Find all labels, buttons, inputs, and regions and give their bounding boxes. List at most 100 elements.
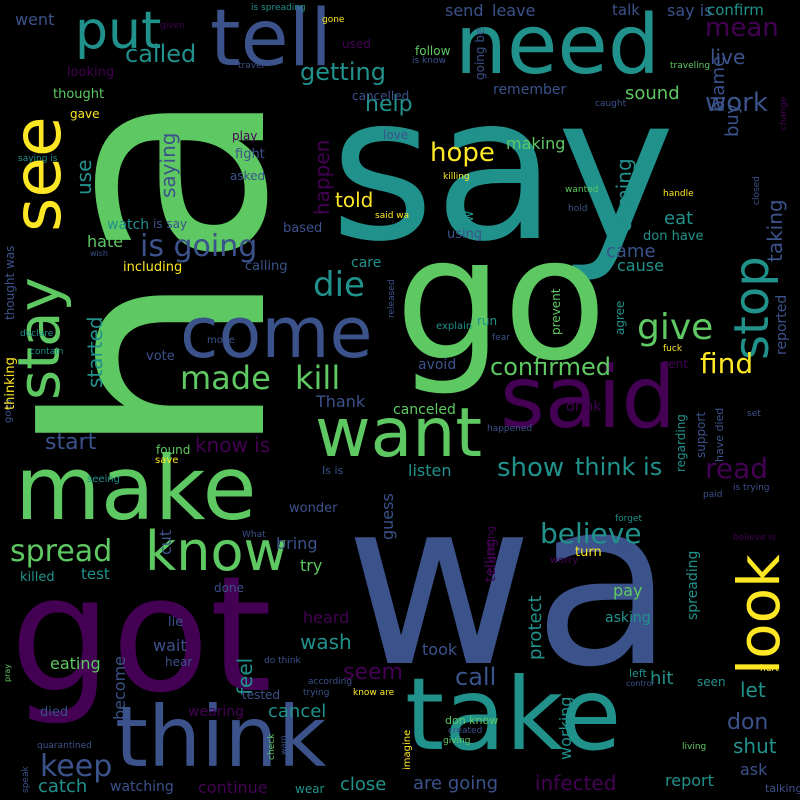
cloud-word: asking <box>605 610 651 626</box>
cloud-word: give <box>637 307 714 348</box>
cloud-word: living <box>682 742 707 752</box>
cloud-word: don know <box>445 714 499 727</box>
cloud-word: leave <box>492 1 536 20</box>
cloud-word: guess <box>378 493 397 540</box>
cloud-word: eating <box>50 654 101 673</box>
cloud-word: want <box>315 394 483 473</box>
cloud-word: set <box>747 409 761 419</box>
cloud-word: took <box>422 640 458 659</box>
cloud-word: catch <box>38 776 88 797</box>
cloud-word: spread <box>10 534 113 569</box>
cloud-word: move <box>207 335 235 346</box>
cloud-word: looking <box>67 65 115 80</box>
cloud-word: given <box>160 21 185 31</box>
cloud-word: wish <box>90 249 109 258</box>
cloud-word: continue <box>198 778 268 797</box>
cloud-word: calling <box>245 259 288 274</box>
cloud-word: ask <box>740 760 768 779</box>
cloud-word: getting <box>300 58 386 86</box>
cloud-word: watching <box>110 779 174 795</box>
cloud-word: read <box>705 452 769 485</box>
cloud-word: used <box>342 37 371 51</box>
cloud-word: check <box>267 733 277 760</box>
cloud-word: is know <box>412 56 446 66</box>
cloud-word: gone <box>322 15 345 25</box>
cloud-word: sound <box>625 83 680 104</box>
cloud-word: fuck <box>663 344 683 354</box>
cloud-word: try <box>300 556 323 575</box>
cloud-word: say <box>330 53 676 286</box>
cloud-word: use <box>72 159 96 195</box>
cloud-word: don have <box>643 229 704 244</box>
cloud-word: do think <box>264 656 301 666</box>
cloud-word: contain <box>30 347 64 357</box>
cloud-word: asked <box>230 169 266 183</box>
cloud-word: watch <box>107 217 150 233</box>
cloud-word: are going <box>413 773 499 794</box>
cloud-word: don <box>727 710 769 735</box>
cloud-word: paid <box>703 490 723 500</box>
cloud-word: spreading <box>685 550 701 620</box>
cloud-word: hate <box>87 232 124 251</box>
cloud-word: start <box>45 430 97 455</box>
cloud-word: wa <box>345 451 675 718</box>
cloud-word: need <box>455 0 660 93</box>
cloud-word: caught <box>595 99 627 109</box>
cloud-word: stop <box>724 256 780 360</box>
cloud-word: wonder <box>289 501 338 516</box>
cloud-word: based <box>283 221 323 236</box>
cloud-word: wanted <box>565 185 599 195</box>
cloud-word: went <box>15 10 55 29</box>
cloud-word: change <box>779 96 789 130</box>
cloud-word: pray <box>3 663 12 682</box>
cloud-word: sent <box>662 357 688 371</box>
cloud-word: imagine <box>402 729 413 770</box>
cloud-word: test <box>81 565 110 583</box>
cloud-word: speak <box>21 766 31 793</box>
cloud-word: come <box>180 292 373 374</box>
cloud-word: know are <box>353 688 395 698</box>
cloud-word: end <box>240 114 263 128</box>
cloud-word: live <box>710 45 746 69</box>
cloud-word: reported <box>774 294 790 355</box>
cloud-word: protect <box>525 595 546 660</box>
cloud-word: came <box>606 241 656 262</box>
cloud-word: make <box>15 437 257 540</box>
cloud-word: released <box>387 279 397 318</box>
cloud-word: wear <box>295 782 325 796</box>
cloud-word: heard <box>303 608 350 627</box>
cloud-word: hurt <box>760 664 779 674</box>
cloud-word: closed <box>752 176 762 205</box>
cloud-word: got <box>10 541 273 728</box>
cloud-word: talk <box>612 1 640 19</box>
cloud-word: go <box>395 201 607 399</box>
cloud-word: seen <box>697 675 726 689</box>
cloud-word: What <box>242 530 266 540</box>
cloud-word: including <box>123 260 183 275</box>
cloud-word: lost <box>615 543 632 553</box>
cloud-word: show <box>497 453 565 483</box>
cloud-word: hold <box>568 204 588 214</box>
cloud-word: think <box>115 688 327 786</box>
cloud-word: thinking <box>3 357 18 410</box>
cloud-word: is spreading <box>251 3 306 13</box>
cloud-word: say is <box>667 1 713 20</box>
cloud-word: fight <box>235 147 265 162</box>
cloud-word: giving <box>443 736 471 746</box>
cloud-word: made <box>180 359 271 397</box>
cloud-word: said <box>500 348 676 448</box>
cloud-word: is going <box>140 229 258 264</box>
cloud-word: hit <box>650 668 674 689</box>
cloud-word: prevent <box>549 288 563 335</box>
cloud-word: die <box>313 265 365 305</box>
cloud-word: going be <box>473 27 487 80</box>
cloud-word: mean <box>705 13 779 43</box>
cloud-word: call <box>455 663 497 691</box>
cloud-word: lie <box>168 615 184 630</box>
cloud-word: Thank <box>316 392 366 411</box>
cloud-word: declare <box>20 329 54 339</box>
cloud-word: care <box>351 255 382 271</box>
cloud-word: saying is <box>18 154 58 164</box>
cloud-word: remember <box>493 82 567 98</box>
